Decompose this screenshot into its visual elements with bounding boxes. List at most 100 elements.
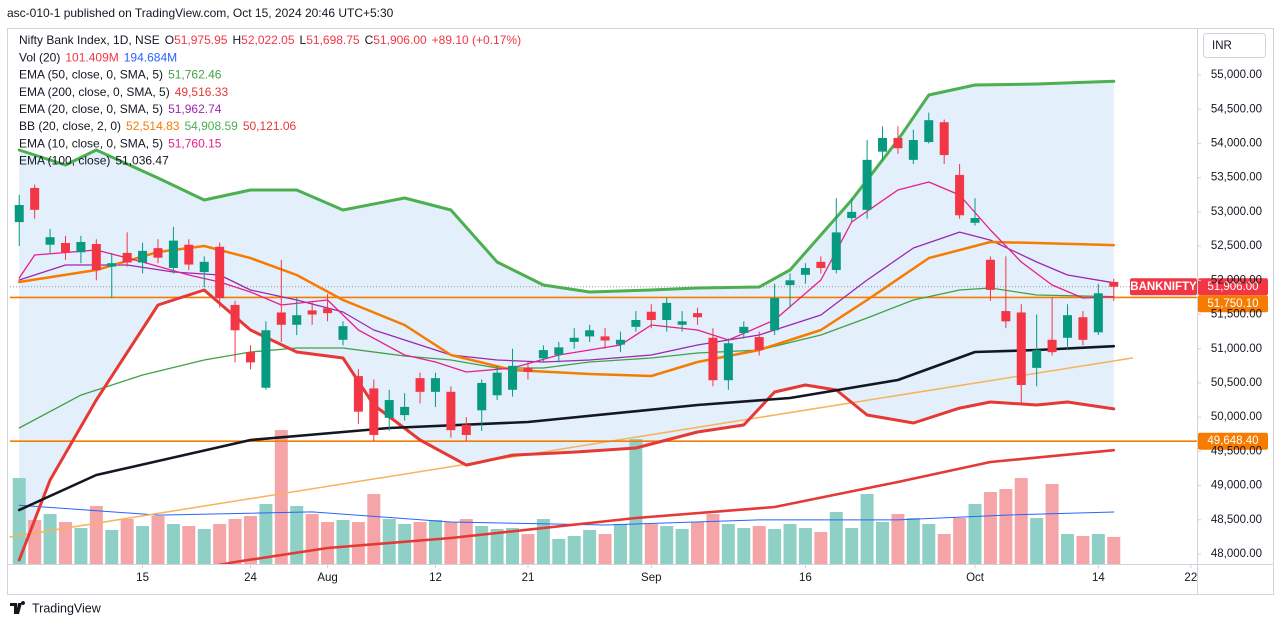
volume-bar [336,519,350,564]
volume-bar [459,519,473,564]
x-tick-label: 16 [799,572,812,584]
legend-value: 50,121.06 [243,119,297,133]
volume-bar [675,529,689,564]
candle-body [30,187,40,210]
candle-body [538,350,548,359]
legend-value: 51,762.46 [168,68,222,82]
candle-body [230,304,240,331]
y-tick-label: 49,500.00 [1211,445,1262,457]
volume-bar [506,528,520,564]
candle-body [323,308,333,314]
y-tick-label: 53,500.00 [1211,172,1262,184]
volume-bar [922,524,936,564]
legend-value: 52,514.83 [126,119,180,133]
volume-bar [567,536,581,564]
footer-logo [10,601,26,614]
y-tick-label: 48,000.00 [1211,548,1262,560]
volume-bar [351,522,365,564]
caption: asc-010-1 published on TradingView.com, … [7,6,394,20]
candle-body [862,159,872,210]
legend-name: Vol (20) [19,50,60,64]
candle-body [76,241,86,253]
symbol-badge [1130,278,1197,296]
x-tick-label: 24 [244,572,257,584]
volume-bar [1061,534,1075,564]
volume-bar [829,512,843,564]
volume-bar [1091,534,1105,564]
candle-body [646,311,656,320]
plot-area [9,79,1197,564]
volume-bar [613,524,627,564]
volume-bar [906,518,920,564]
legend-header: H [232,33,241,47]
legend-header: L [300,33,307,47]
legend-header: C [365,33,374,47]
candle-body [554,347,564,355]
volume-bar [1107,536,1121,564]
volume-bar [521,534,535,564]
volume-bar [182,526,196,564]
volume-bar [490,529,504,564]
y-tick-label: 55,000.00 [1211,69,1262,81]
price-badge-label: 49,648.40 [1207,435,1258,447]
candle-body [430,378,440,392]
candle-body [384,400,394,418]
legend-value: 49,516.33 [175,85,229,99]
volume-bar [1014,478,1028,564]
x-tick-label: Aug [317,572,337,584]
candle-body [970,218,980,223]
x-tick-label: 12 [429,572,442,584]
legend-header: 51,906.00 [373,33,427,47]
legend-header: O [165,33,174,47]
legend-name: EMA (10, close, 0, SMA, 5) [19,136,163,150]
volume-bar [89,506,103,564]
volume-bar [953,518,967,564]
y-tick-label: 50,500.00 [1211,377,1262,389]
legend-value: 101.409M [65,50,118,64]
legend-value: 54,908.59 [184,119,238,133]
legend-header: +89.10 (+0.17%) [432,33,521,47]
candle-body [924,120,934,143]
legend-header: Nifty Bank Index, 1D, NSE [19,33,160,47]
candle-body [199,261,209,273]
currency-box[interactable] [1203,33,1266,58]
x-tick-label: 21 [522,572,535,584]
volume-bar [243,516,257,564]
indicator-line [17,344,1116,512]
bollinger-band [17,288,1116,562]
candle-body [893,137,903,149]
volume-bar [629,439,643,564]
price-badge-label: 51,750.10 [1207,298,1258,310]
x-tick-label: 22 [1184,572,1197,584]
candle-body [831,232,841,271]
candle-body [492,372,502,396]
volume-bar [74,528,88,564]
candle-body [508,365,518,390]
currency-label[interactable]: INR [1212,40,1232,52]
legend-name: EMA (100, close) [19,154,110,168]
volume-bar [475,526,489,564]
volume-bar [644,524,658,564]
y-tick-label: 52,000.00 [1211,274,1262,286]
candle-body [631,319,641,327]
candle-body [307,310,317,315]
x-tick-label: 14 [1092,572,1105,584]
candle-body [245,352,255,363]
volume-bar [860,494,874,564]
candle-body [1063,315,1073,338]
volume-bar [259,504,273,564]
volume-bar [1045,484,1059,564]
volume-bar [891,514,905,564]
legend-name: EMA (20, close, 0, SMA, 5) [19,102,163,116]
volume-bar [398,524,412,564]
volume-bar [274,430,288,564]
volume-bar [706,514,720,564]
candle-body [693,313,703,318]
candle-body [91,244,101,271]
x-tick-label: Oct [966,572,985,584]
candle-body [1001,311,1011,322]
price-badge [1198,295,1268,313]
candle-body [261,330,271,388]
volume-bar [428,519,442,564]
y-tick-label: 52,500.00 [1211,240,1262,252]
